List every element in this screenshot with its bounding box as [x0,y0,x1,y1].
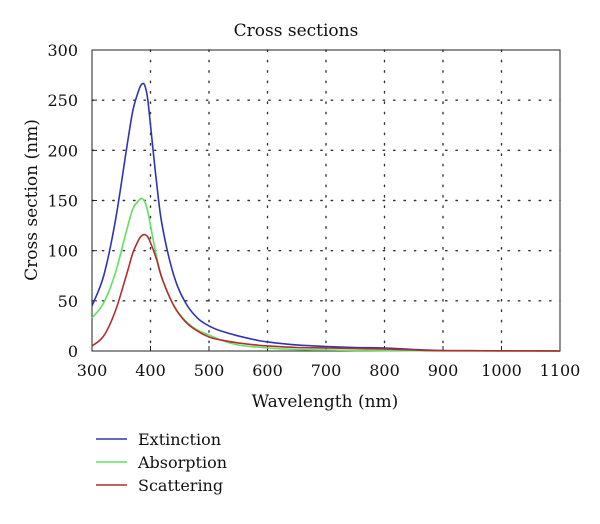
grid [91,49,561,352]
legend-label-absorption: Absorption [137,453,227,472]
y-tick-label: 50 [58,292,78,311]
legend-label-scattering: Scattering [138,476,223,495]
y-tick-label: 300 [47,41,78,60]
y-tick-label: 0 [68,342,78,361]
x-tick-label: 400 [135,361,166,380]
legend: Extinction Absorption Scattering [96,430,227,495]
series-lines [91,82,561,352]
y-tick-label: 150 [47,192,78,211]
series-line-extinction [91,82,561,352]
x-tick-label: 1000 [481,361,522,380]
x-tick-label: 1100 [540,361,581,380]
series-line-scattering [91,233,561,352]
y-tick-label: 200 [47,141,78,160]
x-tick-label: 800 [369,361,400,380]
y-axis-label: Cross section (nm) [22,119,42,281]
y-tick-label: 100 [47,242,78,261]
x-tick-label: 700 [311,361,342,380]
y-tick-label: 250 [47,91,78,110]
x-tick-label: 500 [194,361,225,380]
plot-frame [91,49,561,352]
x-tick-label: 600 [252,361,283,380]
x-axis-label: Wavelength (nm) [252,392,399,412]
legend-label-extinction: Extinction [138,430,221,449]
x-tick-label: 900 [428,361,459,380]
axes: 300 400 500 600 700 800 900 1000 1100 0 50 100 150 20… [47,41,580,380]
chart-title: Cross sections [234,21,359,41]
x-tick-label: 300 [77,361,108,380]
